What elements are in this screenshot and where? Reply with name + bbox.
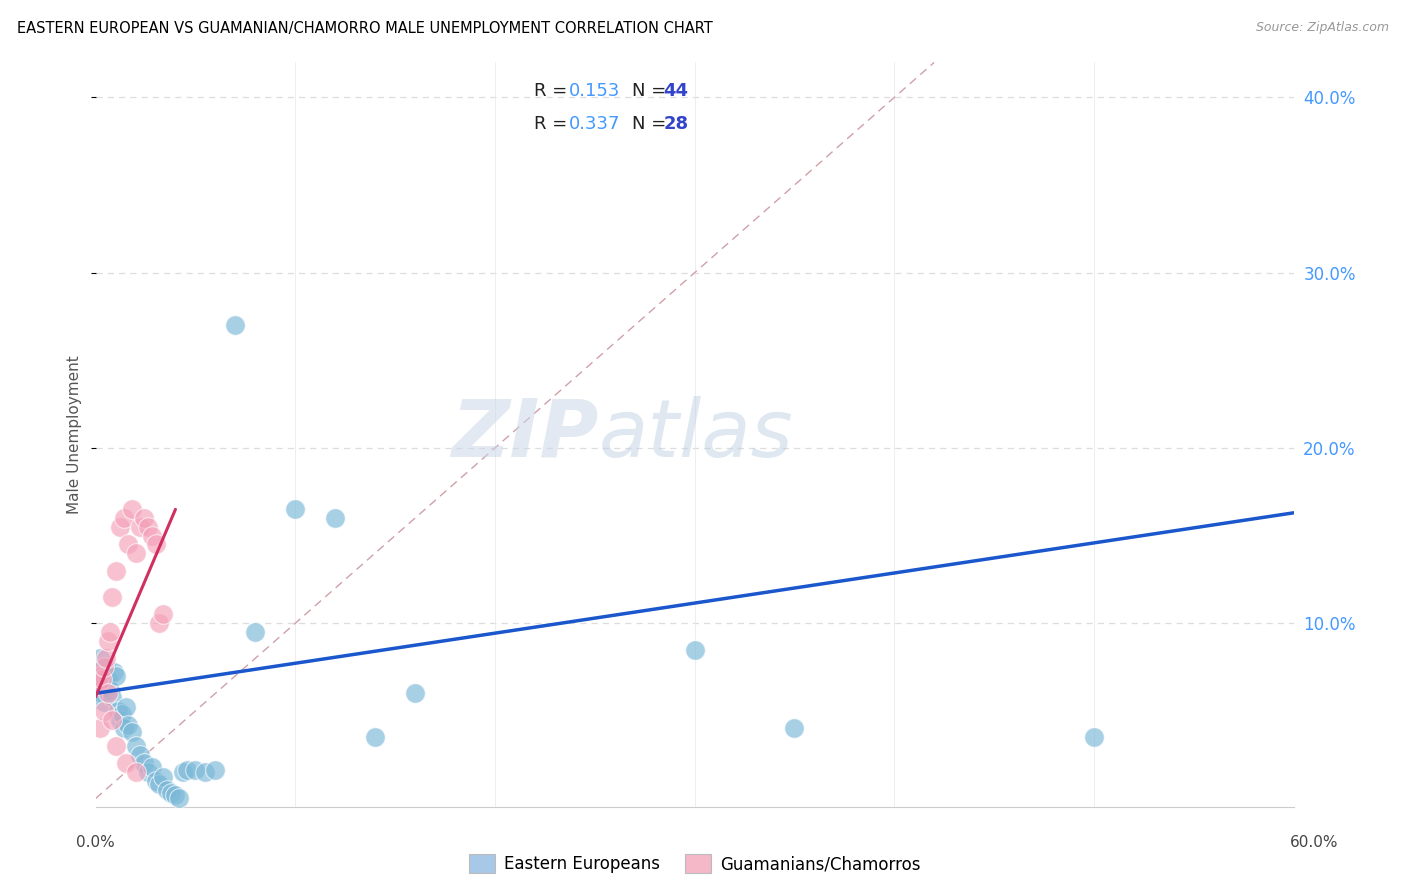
Point (204, 764, 226, 778)
Point (100, 590, 122, 604)
Point (132, 511, 155, 525)
Point (117, 718, 139, 732)
Point (93, 660, 115, 674)
Point (114, 756, 136, 771)
Point (114, 700, 136, 714)
Point (93, 695, 115, 709)
Text: EASTERN EUROPEAN VS GUAMANIAN/CHAMORRO MALE UNEMPLOYMENT CORRELATION CHART: EASTERN EUROPEAN VS GUAMANIAN/CHAMORRO M… (17, 21, 713, 37)
Point (136, 520, 159, 534)
Point (90, 673, 112, 687)
Point (148, 616, 170, 631)
Point (132, 756, 155, 771)
Point (112, 722, 135, 736)
Point (124, 546, 146, 560)
Point (86, 677, 108, 691)
Legend: Eastern Europeans, Guamanians/Chamorros: Eastern Europeans, Guamanians/Chamorros (468, 855, 921, 873)
Point (128, 747, 150, 762)
Point (104, 739, 127, 753)
Point (104, 669, 127, 683)
Point (156, 782, 179, 797)
Point (117, 537, 139, 551)
Point (141, 760, 163, 774)
Point (284, 502, 307, 516)
Point (141, 528, 163, 542)
Point (100, 713, 122, 727)
Point (89, 722, 111, 736)
Text: N =: N = (633, 82, 672, 100)
Point (194, 765, 217, 780)
Text: 0.153: 0.153 (569, 82, 620, 100)
Point (1083, 730, 1105, 744)
Point (184, 764, 207, 778)
Point (148, 777, 170, 791)
Point (145, 537, 167, 551)
Point (89, 669, 111, 683)
Point (683, 642, 706, 657)
Point (364, 730, 387, 744)
Point (89, 651, 111, 665)
Text: 28: 28 (664, 115, 689, 134)
Point (108, 713, 131, 727)
Point (108, 520, 131, 534)
Text: Source: ZipAtlas.com: Source: ZipAtlas.com (1256, 21, 1389, 35)
Point (98, 682, 121, 697)
Point (172, 765, 194, 780)
Point (112, 511, 135, 525)
Point (224, 318, 246, 333)
Point (783, 722, 806, 736)
Text: atlas: atlas (599, 396, 793, 474)
Point (97, 686, 120, 700)
Point (245, 625, 267, 640)
Y-axis label: Male Unemployment: Male Unemployment (67, 356, 83, 514)
Point (97, 633, 120, 648)
Point (323, 511, 346, 525)
Point (136, 765, 159, 780)
Point (128, 520, 150, 534)
Point (124, 739, 146, 753)
Point (107, 704, 129, 718)
Point (89, 669, 111, 683)
Point (103, 665, 125, 680)
Text: R =: R = (534, 82, 574, 100)
Point (94, 651, 117, 665)
Point (121, 502, 143, 516)
Point (98, 625, 121, 640)
Point (86, 677, 108, 691)
Point (176, 764, 198, 778)
Text: R =: R = (534, 115, 574, 134)
Point (152, 771, 174, 785)
Point (145, 774, 167, 789)
Point (104, 564, 127, 578)
Point (94, 660, 117, 674)
Point (121, 725, 143, 739)
Point (93, 704, 115, 718)
Point (404, 686, 426, 700)
Text: 0.0%: 0.0% (76, 836, 115, 850)
Text: 44: 44 (664, 82, 689, 100)
Point (169, 791, 191, 805)
Point (152, 607, 174, 622)
Text: ZIP: ZIP (451, 396, 599, 474)
Point (97, 673, 120, 687)
Point (124, 765, 146, 780)
Text: N =: N = (633, 115, 672, 134)
Point (165, 788, 187, 802)
Point (100, 690, 122, 704)
Text: 60.0%: 60.0% (1291, 836, 1339, 850)
Text: 0.337: 0.337 (569, 115, 620, 134)
Point (160, 786, 183, 800)
Point (90, 686, 112, 700)
Point (110, 707, 132, 722)
